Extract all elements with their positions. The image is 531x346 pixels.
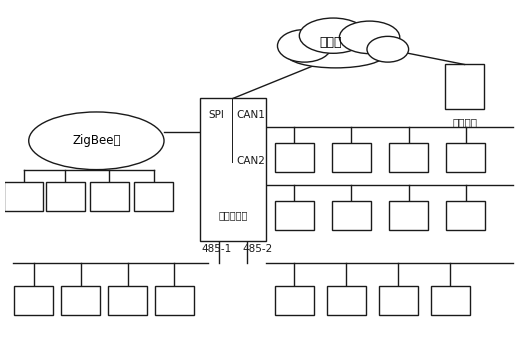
Text: ZigBee网: ZigBee网 [72,134,121,147]
Text: 485-2: 485-2 [243,244,273,254]
Bar [275,286,314,315]
Bar [445,64,484,109]
Text: 通信服务器: 通信服务器 [218,210,247,220]
Bar [134,182,173,211]
Text: 485-1: 485-1 [201,244,231,254]
Ellipse shape [278,29,331,62]
Bar [327,286,366,315]
Bar [447,143,485,172]
Bar [108,286,147,315]
Bar [389,143,428,172]
Ellipse shape [299,18,367,53]
Bar [332,143,371,172]
Bar [447,201,485,230]
Bar [61,286,100,315]
Text: 远程测控: 远程测控 [452,117,477,127]
Bar [4,182,43,211]
Text: 以太网: 以太网 [319,36,342,49]
Text: SPI: SPI [208,110,224,120]
Ellipse shape [339,21,400,54]
Bar [431,286,470,315]
Bar [332,201,371,230]
Ellipse shape [286,41,385,68]
Ellipse shape [29,112,164,170]
Bar [379,286,418,315]
Bar [275,143,314,172]
Text: CAN2: CAN2 [236,156,265,166]
Bar [275,201,314,230]
Bar [155,286,194,315]
Bar [14,286,54,315]
Text: CAN1: CAN1 [236,110,265,120]
Bar [90,182,129,211]
Bar [200,98,266,241]
Bar [46,182,84,211]
Ellipse shape [367,36,409,62]
Bar [389,201,428,230]
